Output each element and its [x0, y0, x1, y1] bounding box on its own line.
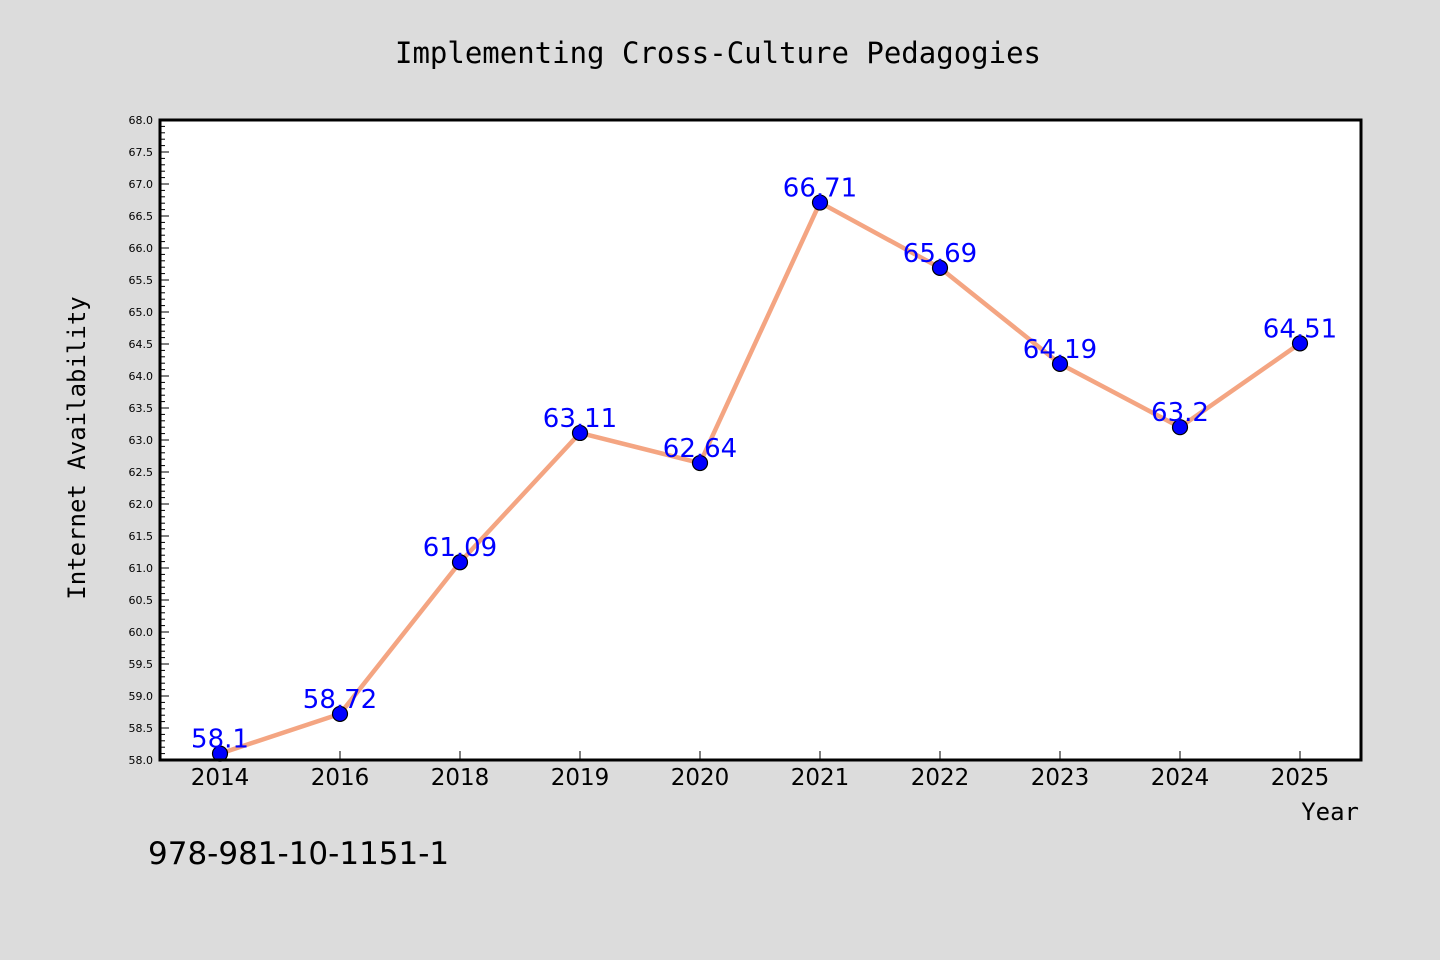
data-label: 64.19 [1023, 335, 1097, 365]
data-point [451, 554, 469, 571]
data-labels: 58.1 58.72 61.09 63.11 62.64 66.71 65.69 64.19 6… [191, 174, 1337, 755]
y-tick-label: 64.0 [129, 370, 154, 383]
series-line-group [217, 200, 1303, 756]
data-label: 63.11 [543, 404, 617, 434]
y-tick-label: 63.5 [129, 402, 154, 415]
x-tick-label: 2020 [671, 765, 730, 791]
x-axis-title: Year [1301, 798, 1359, 826]
plot-frame [158, 118, 1363, 762]
x-tick-label: 2018 [431, 765, 490, 791]
series-line [217, 200, 1303, 756]
data-point [1051, 355, 1069, 372]
y-tick-label: 65.5 [129, 274, 154, 287]
x-tick-label: 2014 [191, 765, 250, 791]
x-tick-label: 2021 [791, 765, 850, 791]
data-label: 58.72 [303, 685, 377, 715]
isbn-footer: 978-981-10-1151-1 [148, 836, 449, 872]
data-point [691, 454, 709, 472]
data-label: 66.71 [783, 174, 857, 204]
y-tick-label: 65.0 [129, 306, 154, 319]
data-point [571, 424, 589, 442]
y-tick-label: 61.5 [129, 530, 154, 543]
data-label: 61.09 [423, 533, 497, 563]
data-label: 62.64 [663, 434, 737, 464]
x-axis-tick-labels: 2014 2016 2018 2019 2020 2021 2022 2023 2024 2025 [191, 765, 1330, 791]
x-tick-label: 2025 [1271, 765, 1330, 791]
x-tick-label: 2019 [551, 765, 610, 791]
y-tick-label: 59.5 [129, 658, 154, 671]
y-tick-label: 66.5 [129, 210, 154, 223]
y-axis-tick-labels: 58.0 58.5 59.0 59.5 60.0 60.5 61.0 61.5 62.0 62.5… [129, 114, 154, 767]
data-label: 65.69 [903, 239, 977, 269]
data-markers [211, 194, 1309, 762]
chart-title: Implementing Cross-Culture Pedagogies [395, 36, 1041, 70]
y-tick-label: 58.0 [129, 754, 154, 767]
x-tick-label: 2023 [1031, 765, 1090, 791]
data-label: 58.1 [191, 725, 249, 755]
x-tick-label: 2016 [311, 765, 370, 791]
y-tick-label: 58.5 [129, 722, 154, 735]
y-tick-label: 62.0 [129, 498, 154, 511]
y-tick-label: 64.5 [129, 338, 154, 351]
x-tick-label: 2024 [1151, 765, 1210, 791]
y-tick-label: 67.0 [129, 178, 154, 191]
x-tick-label: 2022 [911, 765, 970, 791]
data-point [1291, 335, 1309, 352]
y-tick-label: 68.0 [129, 114, 154, 127]
y-tick-label: 62.5 [129, 466, 154, 479]
y-tick-label: 59.0 [129, 690, 154, 703]
data-point [331, 705, 349, 723]
y-axis-title: Internet Availability [63, 296, 91, 599]
data-point [1171, 419, 1189, 436]
data-point [811, 194, 829, 211]
plot-area [160, 120, 1361, 760]
y-tick-label: 67.5 [129, 146, 154, 159]
y-tick-label: 61.0 [129, 562, 154, 575]
y-tick-label: 63.0 [129, 434, 154, 447]
data-label: 63.2 [1151, 398, 1209, 428]
data-point [931, 259, 949, 276]
data-label: 64.51 [1263, 314, 1337, 344]
y-tick-label: 60.5 [129, 594, 154, 607]
y-tick-label: 60.0 [129, 626, 154, 639]
y-tick-label: 66.0 [129, 242, 154, 255]
